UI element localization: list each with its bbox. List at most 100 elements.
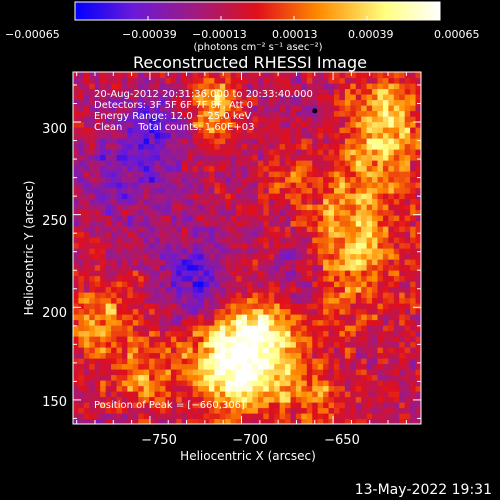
heatmap-cell — [127, 347, 134, 354]
heatmap-cell — [344, 160, 351, 167]
heatmap-cell — [127, 248, 134, 255]
heatmap-cell — [334, 391, 341, 398]
heatmap-cell — [83, 413, 90, 420]
heatmap-cell — [263, 303, 270, 310]
heatmap-cell — [187, 77, 194, 84]
heatmap-cell — [225, 418, 232, 424]
heatmap-cell — [399, 385, 406, 392]
heatmap-cell — [225, 303, 232, 310]
heatmap-cell — [285, 165, 292, 172]
heatmap-cell — [192, 160, 199, 167]
heatmap-cell — [301, 83, 308, 90]
heatmap-cell — [78, 94, 85, 101]
heatmap-cell — [241, 341, 248, 348]
heatmap-cell — [192, 396, 199, 403]
heatmap-cell — [415, 116, 421, 123]
heatmap-cell — [350, 149, 357, 156]
heatmap-cell — [317, 281, 324, 288]
heatmap-cell — [334, 88, 341, 95]
heatmap-cell — [290, 204, 297, 211]
heatmap-cell — [247, 237, 254, 244]
heatmap-cell — [192, 407, 199, 414]
heatmap-cell — [317, 396, 324, 403]
heatmap-cell — [187, 347, 194, 354]
heatmap-cell — [404, 385, 411, 392]
heatmap-cell — [377, 259, 384, 266]
heatmap-cell — [89, 242, 96, 249]
heatmap-cell — [94, 215, 101, 222]
heatmap-cell — [301, 171, 308, 178]
heatmap-cell — [279, 198, 286, 205]
heatmap-cell — [393, 204, 400, 211]
heatmap-cell — [263, 325, 270, 332]
heatmap-cell — [279, 418, 286, 424]
heatmap-cell — [154, 110, 161, 117]
heatmap-cell — [154, 319, 161, 326]
heatmap-cell — [149, 292, 156, 299]
heatmap-cell — [339, 297, 346, 304]
heatmap-cell — [263, 248, 270, 255]
heatmap-cell — [138, 204, 145, 211]
heatmap-cell — [268, 94, 275, 101]
heatmap-cell — [219, 160, 226, 167]
heatmap-cell — [165, 325, 172, 332]
heatmap-cell — [121, 303, 128, 310]
heatmap-cell — [176, 149, 183, 156]
heatmap-cell — [274, 264, 281, 271]
heatmap-cell — [404, 264, 411, 271]
heatmap-cell — [404, 116, 411, 123]
heatmap-cell — [366, 374, 373, 381]
heatmap-cell — [83, 391, 90, 398]
heatmap-cell — [415, 132, 421, 139]
heatmap-cell — [127, 303, 134, 310]
heatmap-cell — [312, 110, 319, 117]
heatmap-cell — [361, 352, 368, 359]
heatmap-cell — [361, 418, 368, 424]
heatmap-cell — [187, 363, 194, 370]
heatmap-cell — [399, 242, 406, 249]
heatmap-cell — [393, 121, 400, 128]
heatmap-cell — [279, 242, 286, 249]
heatmap-cell — [192, 215, 199, 222]
heatmap-cell — [94, 116, 101, 123]
heatmap-cell — [181, 215, 188, 222]
heatmap-cell — [252, 253, 259, 260]
heatmap-cell — [154, 314, 161, 321]
heatmap-cell — [132, 314, 139, 321]
heatmap-cell — [290, 358, 297, 365]
heatmap-cell — [187, 303, 194, 310]
heatmap-cell — [339, 116, 346, 123]
heatmap-cell — [290, 193, 297, 200]
heatmap-cell — [377, 182, 384, 189]
heatmap-cell — [388, 413, 395, 420]
heatmap-cell — [372, 308, 379, 315]
heatmap-cell — [334, 83, 341, 90]
heatmap-cell — [285, 418, 292, 424]
heatmap-cell — [410, 407, 417, 414]
heatmap-cell — [393, 303, 400, 310]
heatmap-cell — [339, 330, 346, 337]
heatmap-cell — [323, 325, 330, 332]
heatmap-cell — [328, 160, 335, 167]
heatmap-cell — [366, 314, 373, 321]
heatmap-cell — [138, 319, 145, 326]
heatmap-cell — [388, 138, 395, 145]
heatmap-cell — [219, 165, 226, 172]
heatmap-cell — [170, 204, 177, 211]
heatmap-cell — [274, 407, 281, 414]
heatmap-cell — [138, 160, 145, 167]
heatmap-cell — [301, 143, 308, 150]
heatmap-cell — [187, 248, 194, 255]
heatmap-cell — [290, 88, 297, 95]
heatmap-cell — [176, 259, 183, 266]
heatmap-cell — [127, 132, 134, 139]
heatmap-cell — [219, 270, 226, 277]
heatmap-cell — [372, 138, 379, 145]
heatmap-cell — [334, 259, 341, 266]
heatmap-cell — [230, 160, 237, 167]
heatmap-cell — [187, 231, 194, 238]
heatmap-cell — [181, 165, 188, 172]
heatmap-cell — [361, 374, 368, 381]
heatmap-cell — [165, 132, 172, 139]
heatmap-cell — [208, 259, 215, 266]
